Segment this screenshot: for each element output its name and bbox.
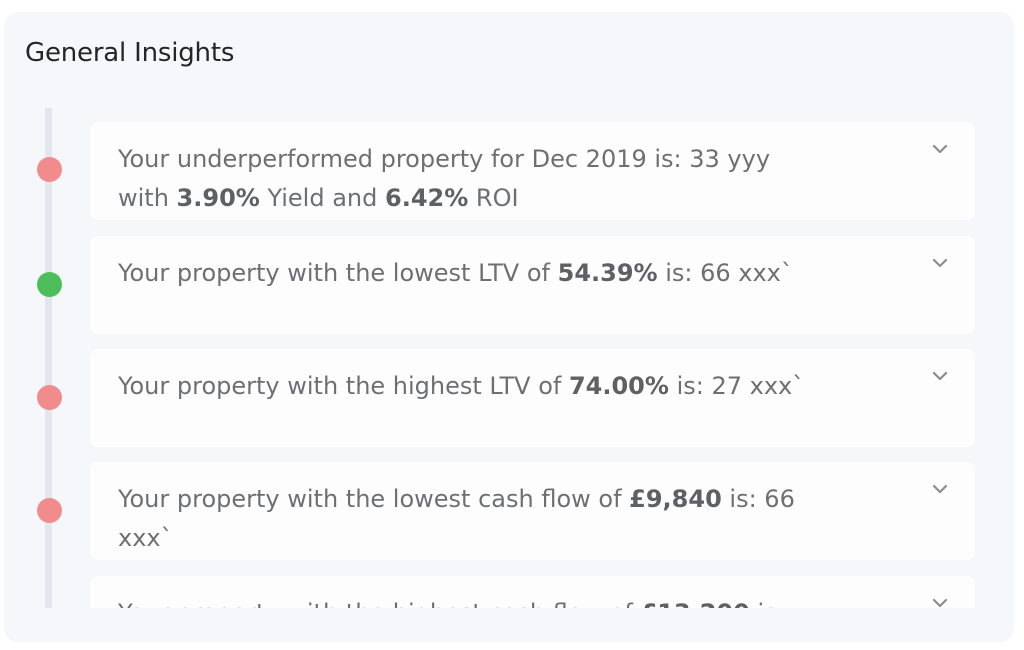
insight-item[interactable]: Your underperformed property for Dec 201… <box>90 122 975 220</box>
chevron-down-icon[interactable] <box>931 369 949 383</box>
insight-item[interactable]: Your property with the lowest LTV of 54.… <box>90 236 975 334</box>
insight-text-segment: Your property with the highest LTV of <box>118 372 569 400</box>
insight-text: Your property with the highest LTV of 74… <box>118 367 818 406</box>
insight-metric-value: 6.42% <box>385 184 469 212</box>
panel-title: General Insights <box>25 38 235 68</box>
insight-metric-value: £13,200 <box>641 599 750 608</box>
insight-metric-value: 3.90% <box>176 184 260 212</box>
insight-text-segment: is: 66 xxx` <box>118 485 795 552</box>
insight-item[interactable]: Your property with the lowest cash flow … <box>90 462 975 560</box>
insight-text-segment: Your property with the lowest cash flow … <box>118 485 630 513</box>
status-dot-negative <box>37 385 62 410</box>
insight-text-segment: Your property with the highest cash flow… <box>118 599 641 608</box>
insight-text-segment: Yield and <box>259 184 385 212</box>
chevron-down-icon[interactable] <box>931 482 949 496</box>
status-dot-negative <box>37 157 62 182</box>
chevron-down-icon[interactable] <box>931 256 949 270</box>
insight-item[interactable]: Your property with the highest cash flow… <box>90 576 975 608</box>
insight-text-segment: Your underperformed property for Dec 201… <box>118 145 771 212</box>
insight-text: Your property with the lowest LTV of 54.… <box>118 254 818 293</box>
status-dot-negative <box>37 498 62 523</box>
insight-text: Your property with the lowest cash flow … <box>118 480 818 558</box>
insight-text: Your underperformed property for Dec 201… <box>118 140 818 218</box>
chevron-down-icon[interactable] <box>931 142 949 156</box>
insight-text-segment: Your property with the lowest LTV of <box>118 259 558 287</box>
chevron-down-icon[interactable] <box>931 596 949 608</box>
insight-metric-value: 54.39% <box>557 259 658 287</box>
insight-text-segment: is: 27 <box>118 599 784 608</box>
insight-metric-value: £9,840 <box>629 485 722 513</box>
timeline-line <box>45 108 52 608</box>
insight-text-segment: is: 27 xxx` <box>668 372 805 400</box>
insights-list[interactable]: Your underperformed property for Dec 201… <box>4 108 1014 608</box>
insight-item[interactable]: Your property with the highest LTV of 74… <box>90 349 975 447</box>
status-dot-positive <box>37 272 62 297</box>
insight-text-segment: ROI <box>468 184 519 212</box>
insight-text: Your property with the highest cash flow… <box>118 594 818 608</box>
insight-metric-value: 74.00% <box>568 372 669 400</box>
general-insights-panel: General Insights Your underperformed pro… <box>4 12 1014 642</box>
insight-text-segment: is: 66 xxx` <box>657 259 793 287</box>
